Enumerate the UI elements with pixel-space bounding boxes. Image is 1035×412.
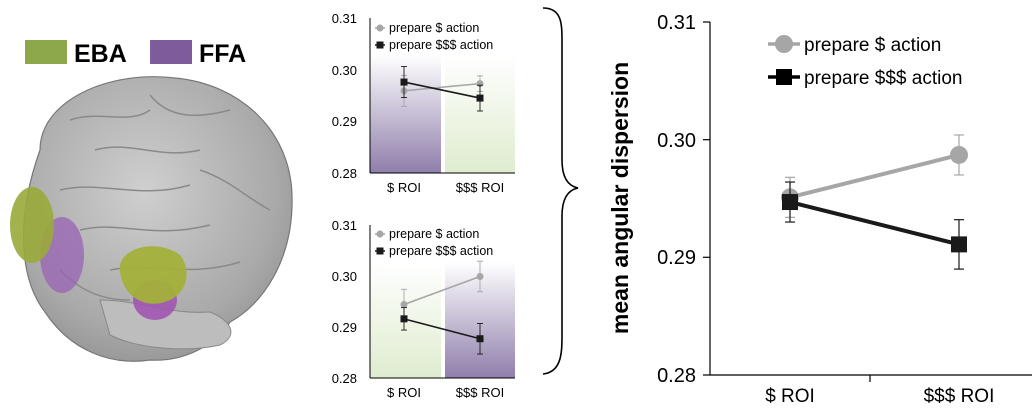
series-line [789, 153, 960, 200]
y-tick-label: 0.29 [332, 114, 357, 129]
legend-marker-square [776, 69, 792, 85]
legend-label: prepare $ action [804, 35, 941, 56]
y-tick-label: 0.28 [332, 166, 357, 181]
legend-marker-square [376, 41, 384, 49]
y-tick-label: 0.31 [657, 12, 696, 34]
y-tick-label: 0.29 [657, 247, 696, 269]
x-tick-label: $$$ ROI [456, 385, 504, 400]
y-tick-label: 0.29 [332, 320, 357, 335]
region-shade-ffa [370, 55, 441, 173]
legend-marker-circle [376, 24, 384, 32]
legend-marker-circle [376, 230, 384, 238]
y-tick-label: 0.30 [332, 269, 357, 284]
data-point [476, 273, 484, 281]
data-point [400, 78, 408, 86]
ffa-label: FFA [199, 40, 246, 68]
y-tick-label: 0.31 [332, 218, 357, 233]
bottom-small-chart: 0.31 0.30 0.29 0.28 $ ROI $$$ ROI prepar… [332, 218, 515, 400]
legend: prepare $ action prepare $$$ action [768, 35, 962, 89]
y-tick-label: 0.30 [657, 130, 696, 152]
x-tick-label: $$$ ROI [924, 386, 995, 407]
legend-marker-circle [775, 35, 793, 53]
y-tick-label: 0.30 [332, 63, 357, 78]
data-point [782, 194, 798, 211]
x-tick-label: $ ROI [387, 180, 421, 195]
data-point [476, 335, 484, 343]
y-tick-label: 0.28 [332, 371, 357, 386]
legend-label: prepare $$$ action [389, 38, 493, 52]
eba-blob-right [119, 246, 187, 304]
legend-label: prepare $ action [389, 227, 479, 241]
data-point [400, 301, 408, 309]
data-point [400, 315, 408, 323]
legend-label: prepare $ action [389, 21, 479, 35]
region-shade-eba [445, 55, 515, 173]
x-tick-label: $ ROI [765, 386, 815, 407]
x-tick-label: $ ROI [387, 385, 421, 400]
summary-chart: 0.31 0.30 0.29 0.28 $ ROI $$$ ROI mean a… [607, 12, 1032, 407]
eba-label: EBA [74, 40, 127, 68]
data-point [476, 94, 484, 102]
series-line [789, 200, 960, 247]
eba-blob-left [10, 187, 54, 263]
brain-rendering [10, 76, 293, 362]
region-legend: EBA FFA [25, 40, 246, 68]
legend-marker-square [376, 247, 384, 255]
series-line [403, 82, 481, 92]
data-point [950, 145, 968, 164]
y-tick-label: 0.31 [332, 11, 357, 26]
data-point [951, 236, 967, 253]
legend: prepare $ action prepare $$$ action [375, 227, 493, 258]
legend-label: prepare $$$ action [389, 244, 493, 258]
legend-label: prepare $$$ action [804, 68, 962, 89]
top-small-chart: 0.31 0.30 0.29 0.28 $ ROI $$$ ROI prepar… [332, 11, 515, 195]
ffa-swatch [150, 40, 192, 64]
series-line [403, 318, 481, 340]
grouping-brace [542, 7, 579, 375]
x-tick-label: $$$ ROI [456, 180, 504, 195]
y-axis-label: mean angular dispersion [607, 62, 633, 334]
series-line [403, 81, 481, 99]
series-line [403, 275, 481, 306]
eba-swatch [25, 40, 67, 64]
legend: prepare $ action prepare $$$ action [375, 21, 493, 52]
y-tick-label: 0.28 [657, 365, 696, 387]
